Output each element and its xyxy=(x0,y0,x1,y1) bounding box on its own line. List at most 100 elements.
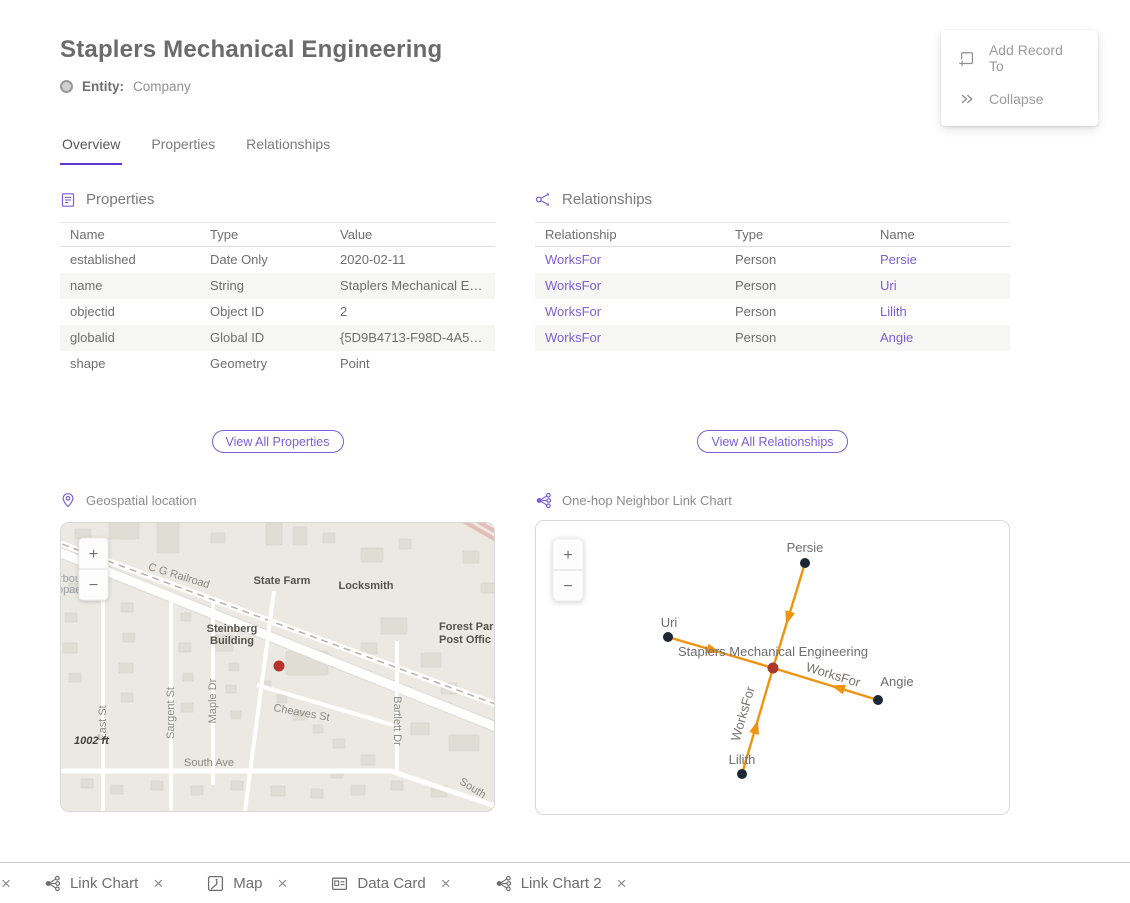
node-lilith[interactable] xyxy=(737,769,747,779)
link-chart-section-title: One-hop Neighbor Link Chart xyxy=(562,493,732,508)
prop-value: Point xyxy=(340,356,370,371)
card-tabs: Overview Properties Relationships xyxy=(60,136,1130,165)
view-tab-map[interactable]: Map × xyxy=(207,875,287,892)
related-entity-link[interactable]: Lilith xyxy=(880,304,907,319)
poi-label: Forest Par xyxy=(439,621,494,633)
prop-value: 2020-02-11 xyxy=(340,252,406,268)
table-row: globalid Global ID {5D9B4713-F98D-4A53-.… xyxy=(60,324,495,351)
chart-zoom-in-button[interactable]: + xyxy=(563,547,572,564)
view-all-relationships-button[interactable]: View All Relationships xyxy=(697,430,848,453)
relationship-link[interactable]: WorksFor xyxy=(545,330,602,345)
add-record-icon xyxy=(959,51,974,66)
map-zoom-in-button[interactable]: + xyxy=(89,546,98,563)
entity-type-value: Company xyxy=(133,79,191,94)
related-entity-link[interactable]: Uri xyxy=(880,278,897,293)
link-chart-icon xyxy=(45,875,61,891)
map-canvas: C G Railroad East St Sargent St Maple Dr… xyxy=(61,523,494,811)
close-icon[interactable]: × xyxy=(277,873,288,893)
relationship-link[interactable]: WorksFor xyxy=(545,278,602,293)
close-icon[interactable]: × xyxy=(616,873,627,893)
table-row: WorksFor Person Angie xyxy=(535,324,1010,351)
view-tab-label: Link Chart xyxy=(69,874,139,892)
entity-label: Entity: xyxy=(82,79,124,94)
properties-table: Name Type Value established Date Only 20… xyxy=(60,222,495,377)
close-icon[interactable]: × xyxy=(440,873,451,893)
view-tab-label: Data Card xyxy=(357,874,426,892)
node-label: Persie xyxy=(787,540,824,555)
node-label: Angie xyxy=(880,674,913,689)
node-angie[interactable] xyxy=(873,695,883,705)
node-uri[interactable] xyxy=(663,632,673,642)
node-center-entity[interactable] xyxy=(767,662,779,674)
add-record-to-item[interactable]: Add Record To xyxy=(941,37,1098,78)
prop-type: Geometry xyxy=(210,356,268,371)
data-card-icon xyxy=(332,877,348,890)
node-persie[interactable] xyxy=(800,558,810,568)
chart-zoom-out-button[interactable]: − xyxy=(563,578,572,595)
table-row: objectid Object ID 2 xyxy=(60,299,495,325)
rel-col-type: Type xyxy=(725,222,870,247)
view-tab-link-chart[interactable]: Link Chart × xyxy=(44,875,163,892)
map-zoom-out-button[interactable]: − xyxy=(89,577,98,594)
rel-type: Person xyxy=(725,324,870,351)
collapse-label: Collapse xyxy=(989,90,1044,107)
view-tab-bar: × Link Chart × Map × xyxy=(0,862,1130,903)
relationships-table: Relationship Type Name WorksFor Person P… xyxy=(535,222,1010,351)
street-label: Maple Dr xyxy=(207,678,219,723)
rel-type: Person xyxy=(735,252,777,268)
add-record-to-label: Add Record To xyxy=(988,41,1063,74)
table-row: WorksFor Person Uri xyxy=(535,272,1010,299)
relationship-link[interactable]: WorksFor xyxy=(545,304,602,319)
properties-col-type: Type xyxy=(200,222,330,247)
table-row: shape Geometry Point xyxy=(60,351,495,377)
prop-value: {5D9B4713-F98D-4A53-... xyxy=(330,324,495,351)
entity-row: Entity: Company xyxy=(60,79,1130,94)
map-railroad xyxy=(61,540,494,707)
relationships-section-title: Relationships xyxy=(562,191,653,208)
view-all-properties-button[interactable]: View All Properties xyxy=(211,430,344,453)
link-chart-icon xyxy=(496,875,511,891)
prop-name: globalid xyxy=(60,324,200,351)
map-icon xyxy=(208,875,224,891)
related-entity-link[interactable]: Persie xyxy=(880,252,917,268)
view-tab-label: Map xyxy=(233,874,263,892)
link-chart-nodes[interactable] xyxy=(663,558,883,779)
close-icon[interactable]: × xyxy=(153,873,164,893)
properties-icon xyxy=(61,192,75,207)
poi-label: State Farm xyxy=(254,575,311,587)
prop-type: Object ID xyxy=(210,304,265,319)
rel-type: Person xyxy=(725,272,870,299)
entity-location-marker xyxy=(273,660,285,672)
page-title: Staplers Mechanical Engineering xyxy=(60,36,443,63)
poi-label: Post Offic xyxy=(439,634,491,646)
geospatial-map[interactable]: C G Railroad East St Sargent St Maple Dr… xyxy=(60,522,495,812)
entity-type-dot-icon xyxy=(60,80,73,93)
view-tab-link-chart-2[interactable]: Link Chart 2 × xyxy=(495,875,627,892)
map-labels: C G Railroad East St Sargent St Maple Dr… xyxy=(61,561,494,801)
prop-value: 2 xyxy=(340,304,348,319)
view-tab-label: Link Chart 2 xyxy=(520,874,602,892)
prop-value: Staplers Mechanical Eng... xyxy=(330,272,495,299)
collapse-item[interactable]: Collapse xyxy=(941,78,1098,119)
close-icon[interactable]: × xyxy=(1,873,11,893)
street-label: East St xyxy=(97,705,109,740)
tab-overview[interactable]: Overview xyxy=(60,136,123,165)
map-hatch-area xyxy=(462,523,494,542)
table-row: name String Staplers Mechanical Eng... xyxy=(60,272,495,299)
tab-properties[interactable]: Properties xyxy=(151,136,216,152)
tab-relationships[interactable]: Relationships xyxy=(246,136,331,152)
prop-type: String xyxy=(200,272,330,299)
map-roads xyxy=(61,547,494,811)
view-tab-data-card[interactable]: Data Card × xyxy=(331,873,451,893)
map-pin-icon xyxy=(62,493,74,508)
poi-label: Building xyxy=(210,635,254,647)
relationship-link[interactable]: WorksFor xyxy=(545,252,602,268)
link-chart-arrowheads xyxy=(705,610,846,735)
street-label: Bartlett Dr xyxy=(391,696,403,746)
prop-type: Global ID xyxy=(200,324,330,351)
chart-zoom-control: + − xyxy=(552,538,584,602)
one-hop-link-chart[interactable]: WorksFor WorksFor Persie Uri xyxy=(535,520,1010,815)
node-label: Lilith xyxy=(729,752,756,767)
rel-type: Person xyxy=(735,304,777,319)
related-entity-link[interactable]: Angie xyxy=(880,330,914,345)
